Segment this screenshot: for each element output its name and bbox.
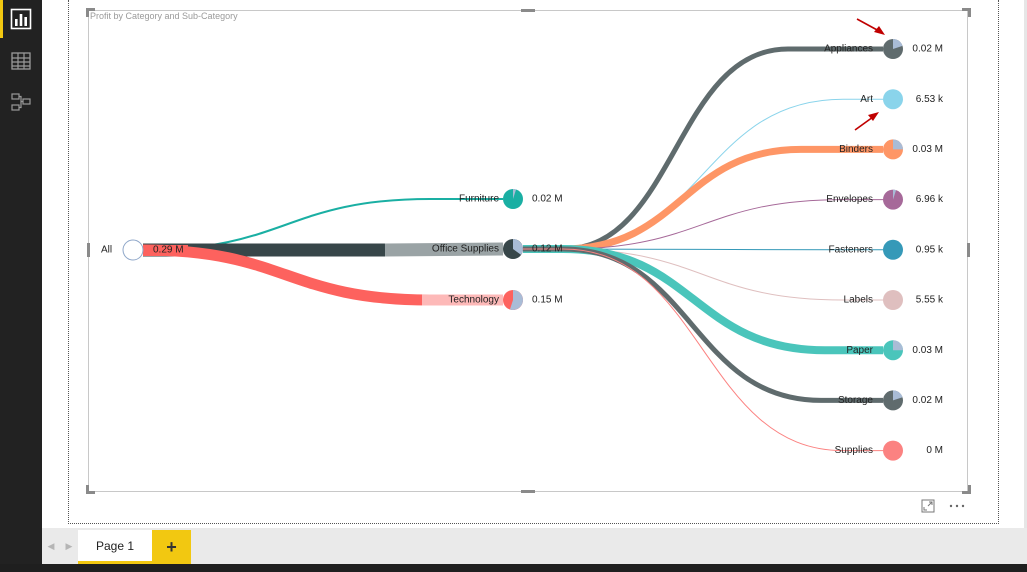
subcategory-link: [523, 246, 883, 403]
category-node[interactable]: [503, 239, 523, 259]
subcategory-link: [523, 199, 883, 250]
resize-corner-top-left[interactable]: [86, 8, 95, 17]
subcategory-node[interactable]: [883, 89, 903, 110]
focus-mode-icon: [921, 499, 935, 513]
subcategory-link: [523, 248, 883, 301]
plus-icon: +: [166, 536, 177, 557]
annotation-arrow-head: [874, 26, 885, 35]
subcategory-links: [523, 46, 883, 452]
resize-corner-bottom-left[interactable]: [86, 485, 95, 494]
annotation-arrow-head: [868, 112, 879, 121]
more-options-icon: [949, 504, 965, 508]
canvas-edge: [1024, 0, 1027, 528]
category-value: 0.02 M: [532, 194, 563, 205]
page-tab-bar: [42, 528, 1027, 564]
subcategory-node[interactable]: [883, 340, 903, 361]
subcategory-value: 0.03 M: [912, 144, 943, 155]
category-value: 0.12 M: [532, 244, 563, 255]
table-grid-icon: [11, 52, 31, 70]
category-link: [142, 198, 503, 251]
active-view-indicator: [0, 0, 3, 38]
relationship-icon: [11, 93, 31, 111]
subcategory-label: Fasteners: [829, 244, 873, 255]
category-link: [384, 242, 504, 257]
subcategory-node[interactable]: [883, 39, 903, 59]
resize-handle-top[interactable]: [521, 9, 535, 12]
subcategory-node[interactable]: [883, 390, 903, 411]
visual-container[interactable]: [68, 0, 999, 524]
category-node[interactable]: [503, 189, 523, 209]
subcategory-label: Envelopes: [826, 194, 873, 205]
model-view-button[interactable]: [8, 89, 34, 115]
add-page-button[interactable]: +: [152, 530, 191, 564]
page-tab-1[interactable]: Page 1: [78, 530, 152, 564]
more-options-button[interactable]: [948, 498, 966, 514]
subcategory-link: [523, 98, 883, 250]
root-value-bar: [143, 245, 188, 256]
resize-corner-top-right[interactable]: [962, 8, 971, 17]
category-node[interactable]: [503, 290, 524, 311]
next-page-button[interactable]: ▶: [64, 539, 74, 553]
subcategory-node[interactable]: [883, 440, 903, 461]
resize-handle-left[interactable]: [87, 243, 90, 257]
report-canvas: [42, 0, 1027, 528]
subcategory-value: 6.96 k: [916, 194, 944, 205]
bar-chart-icon: [10, 8, 32, 30]
root-node[interactable]: [122, 239, 144, 261]
subcategory-label: Art: [860, 94, 873, 105]
subcategory-link: [523, 248, 883, 452]
category-links: [142, 198, 504, 306]
subcategory-link: [523, 145, 883, 253]
resize-handle-bottom[interactable]: [521, 490, 535, 493]
category-label: Office Supplies: [432, 244, 499, 255]
subcategory-label: Paper: [846, 345, 873, 356]
annotation-arrows: [854, 18, 885, 131]
visual-title: Profit by Category and Sub-Category: [90, 11, 238, 21]
subcategory-node[interactable]: [883, 139, 903, 160]
subcategory-value: 0 M: [926, 445, 943, 456]
category-label: Furniture: [459, 194, 499, 205]
status-bar: [0, 564, 1027, 572]
subcategory-label: Binders: [839, 144, 873, 155]
focus-mode-button[interactable]: [921, 498, 935, 514]
annotation-arrow-line: [854, 116, 874, 131]
category-label: Technology: [448, 295, 499, 306]
data-view-button[interactable]: [8, 48, 34, 74]
subcategory-value: 0.03 M: [912, 345, 943, 356]
view-rail: [0, 0, 42, 572]
root-value: 0.29 M: [153, 245, 184, 256]
subcategory-node[interactable]: [883, 239, 903, 260]
root-label: All: [101, 245, 112, 256]
annotation-arrow-line: [856, 18, 880, 32]
subcategory-value: 0.02 M: [912, 44, 943, 55]
subcategory-node[interactable]: [883, 189, 903, 210]
report-view-button[interactable]: [8, 6, 34, 32]
chevron-left-icon: ◀: [47, 540, 55, 551]
tree-nodes: All 0.29 M Furniture 0.02 M Office Supplies 0…: [101, 39, 944, 461]
subcategory-value: 0.02 M: [912, 395, 943, 406]
subcategory-value: 0.95 k: [916, 244, 944, 255]
previous-page-button[interactable]: ◀: [46, 539, 56, 553]
subcategory-label: Labels: [844, 295, 873, 306]
subcategory-label: Supplies: [835, 445, 873, 456]
resize-corner-bottom-right[interactable]: [962, 485, 971, 494]
subcategory-label: Appliances: [824, 44, 873, 55]
subcategory-value: 6.53 k: [916, 94, 944, 105]
resize-handle-right[interactable]: [967, 243, 970, 257]
category-value: 0.15 M: [532, 295, 563, 306]
category-link: [142, 244, 503, 306]
subcategory-label: Storage: [838, 395, 873, 406]
subcategory-value: 5.55 k: [916, 295, 944, 306]
subcategory-node[interactable]: [883, 290, 903, 310]
chevron-right-icon: ▶: [65, 540, 73, 551]
